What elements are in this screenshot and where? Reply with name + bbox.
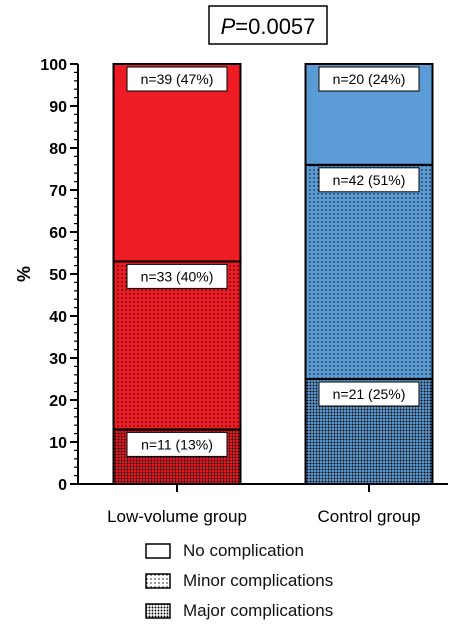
data-label: n=39 (47%): [141, 71, 214, 87]
y-tick-label: 30: [49, 351, 67, 368]
legend-item-no-complication: No complication: [145, 536, 333, 566]
legend-label: Minor complications: [183, 571, 334, 590]
legend-swatch-dense-dots: [145, 603, 171, 619]
data-label: n=33 (40%): [141, 268, 214, 284]
legend-label: Major complications: [183, 601, 334, 620]
bar-segment: [304, 163, 434, 380]
y-tick-label: 40: [49, 309, 67, 326]
data-label-box: [126, 263, 228, 289]
y-tick-label: 80: [49, 141, 67, 158]
y-tick-label: 10: [49, 435, 67, 452]
data-label-box: [126, 66, 228, 92]
data-label: n=20 (24%): [333, 71, 406, 87]
legend: No complication Minor complications Majo…: [145, 536, 333, 626]
y-tick-label: 70: [49, 183, 67, 200]
legend-label: No complication: [183, 541, 304, 560]
y-tick-label: 0: [58, 477, 67, 494]
y-axis-label: %: [14, 266, 34, 282]
data-label: n=21 (25%): [333, 386, 406, 402]
legend-swatch-dots: [145, 573, 171, 589]
y-tick-label: 20: [49, 393, 67, 410]
y-tick-label: 60: [49, 225, 67, 242]
data-label: n=42 (51%): [333, 172, 406, 188]
bar-segment: [112, 63, 242, 263]
data-label: n=11 (13%): [141, 436, 213, 452]
y-tick-label: 50: [49, 267, 67, 284]
y-tick-label: 90: [49, 99, 67, 116]
svg-text:P=0.0057: P=0.0057: [221, 14, 316, 39]
legend-item-major-complications: Major complications: [145, 596, 333, 626]
x-tick-label: Control group: [317, 507, 420, 526]
x-tick-label: Low-volume group: [107, 507, 247, 526]
legend-swatch-solid: [145, 543, 171, 559]
data-label-box: [126, 431, 228, 457]
data-label-box: [318, 66, 420, 92]
data-label-box: [318, 167, 420, 193]
legend-item-minor-complications: Minor complications: [145, 566, 333, 596]
y-tick-label: 100: [40, 57, 67, 74]
data-label-box: [318, 381, 420, 407]
p-value-title: P=0.0057: [208, 5, 328, 45]
bar-segment: [112, 260, 242, 431]
